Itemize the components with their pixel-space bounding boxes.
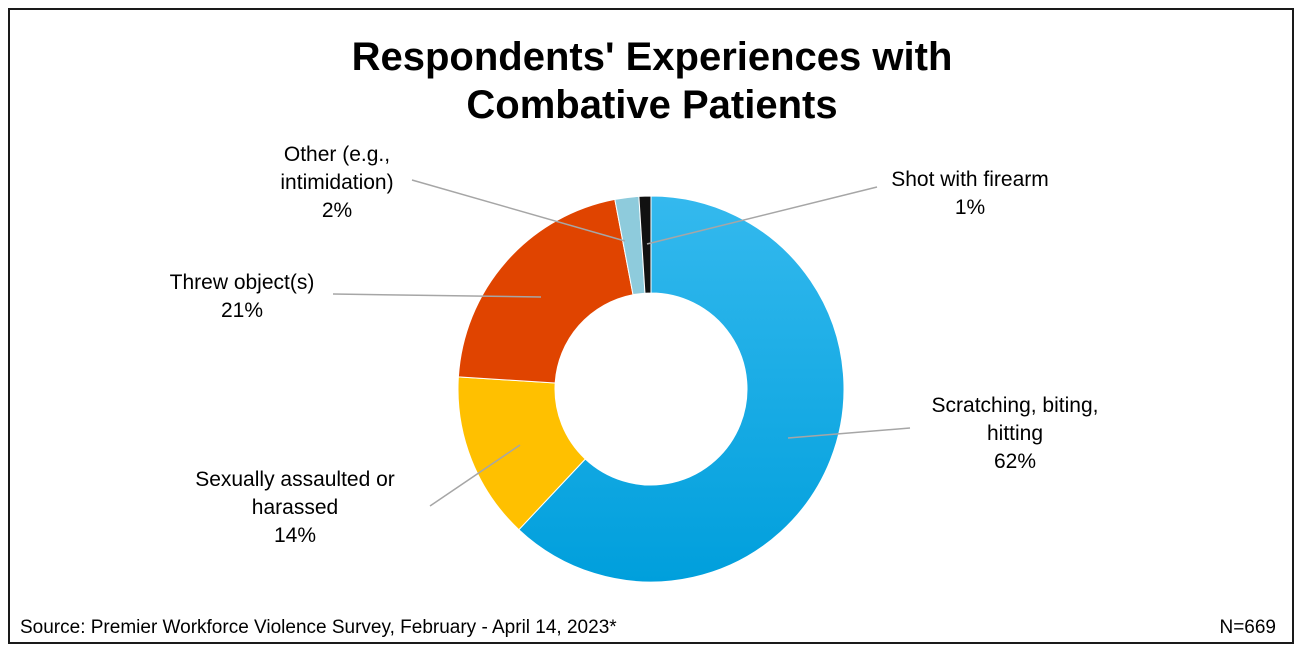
- slice-category: Threw object(s): [170, 271, 315, 294]
- slice-category: intimidation): [280, 171, 393, 194]
- chart-title: Respondents' Experiences with Combative …: [0, 33, 1304, 129]
- sample-size: N=669: [1219, 617, 1276, 638]
- leader-line-3: [332, 293, 542, 298]
- slice-label-4: Other (e.g., intimidation) 2%: [280, 143, 393, 222]
- slices-group: [457, 195, 845, 583]
- slice-category: hitting: [987, 422, 1043, 445]
- leader-line-4: [411, 179, 626, 242]
- slice-percent: 62%: [994, 450, 1036, 473]
- slice-percent: 14%: [274, 524, 316, 547]
- slice-percent: 2%: [322, 199, 352, 222]
- labels-group: Scratching, biting, hitting 62% Sexually as…: [170, 143, 1099, 547]
- leader-line-2: [429, 444, 521, 507]
- slice-category: Scratching, biting,: [932, 394, 1099, 417]
- donut-slice-3: [457, 198, 634, 384]
- donut-slice-5: [638, 195, 652, 294]
- slice-label-1: Scratching, biting, hitting 62%: [932, 394, 1099, 473]
- chart-title-line-2: Combative Patients: [466, 83, 838, 127]
- leader-line-1: [787, 427, 911, 439]
- source-note: Source: Premier Workforce Violence Surve…: [20, 617, 617, 638]
- slice-label-2: Sexually assaulted or harassed 14%: [195, 468, 395, 547]
- slice-category: harassed: [252, 496, 338, 519]
- slice-category: Other (e.g.,: [284, 143, 390, 166]
- slice-label-3: Threw object(s) 21%: [170, 271, 315, 322]
- leader-lines-group: [332, 179, 911, 507]
- chart-title-line-1: Respondents' Experiences with: [351, 35, 953, 79]
- chart-frame: [8, 8, 1294, 644]
- slice-percent: 21%: [221, 299, 263, 322]
- slice-category: Shot with firearm: [891, 168, 1049, 191]
- slice-label-5: Shot with firearm 1%: [891, 168, 1049, 219]
- slice-percent: 1%: [955, 196, 985, 219]
- slice-category: Sexually assaulted or: [195, 468, 395, 491]
- leader-line-5: [646, 186, 878, 245]
- donut-slice-1: [518, 195, 845, 583]
